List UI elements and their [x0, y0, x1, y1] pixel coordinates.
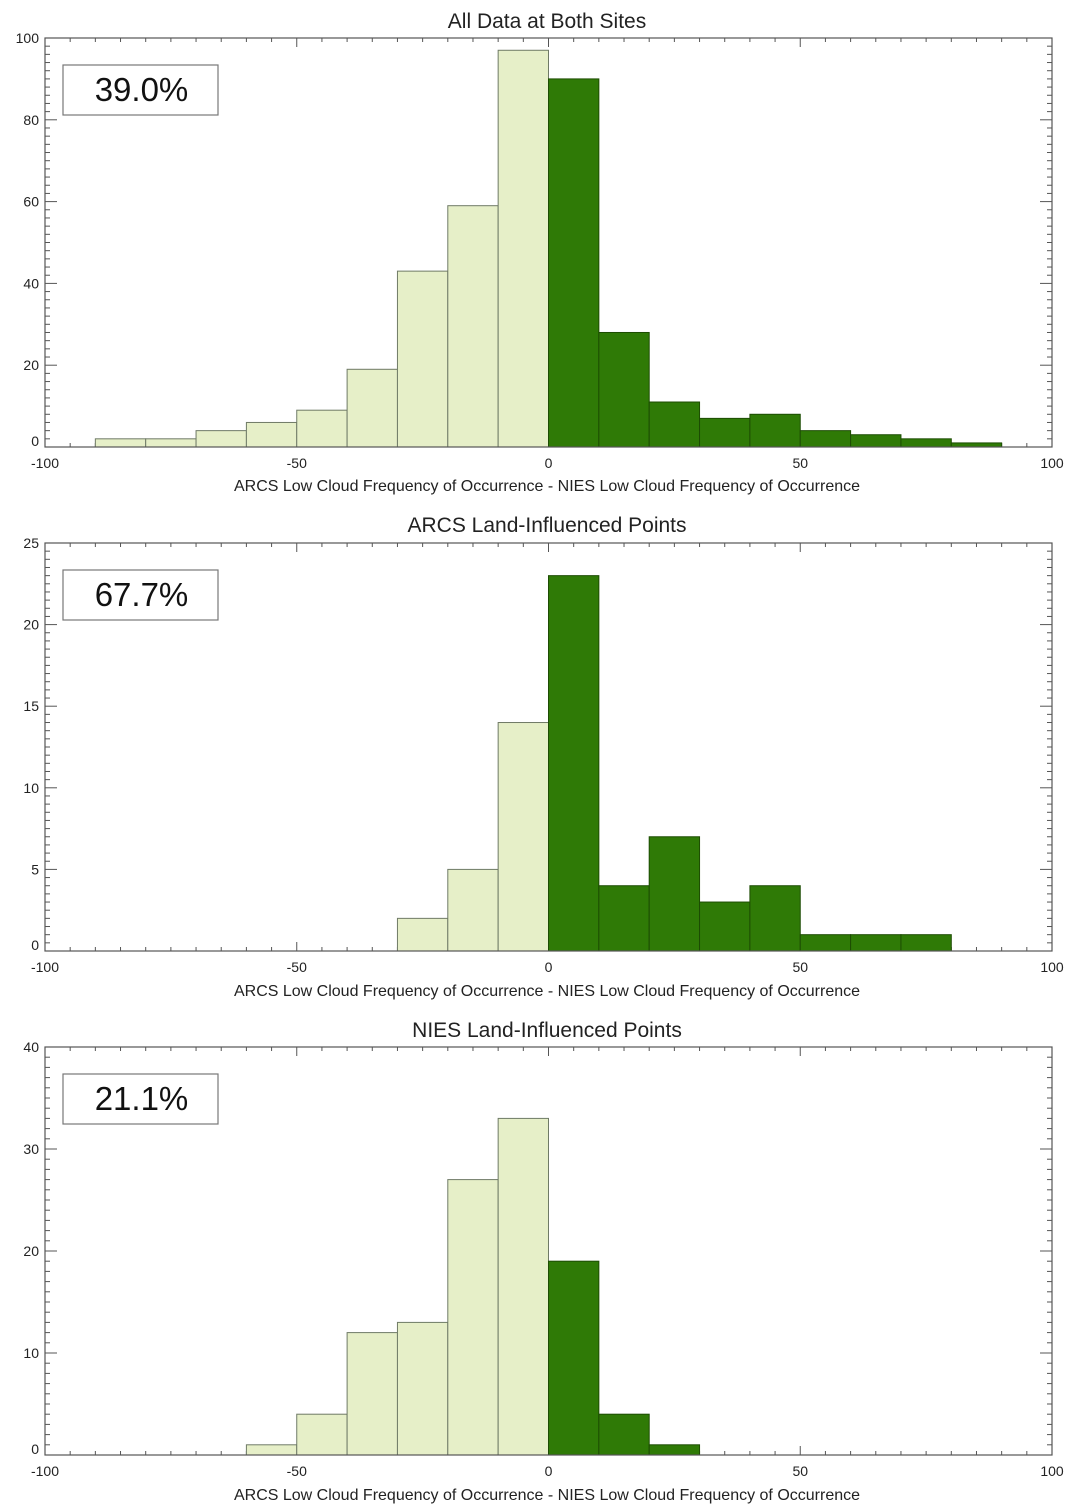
- panel-all-data: All Data at Both Sites 0 20 40 60 80 100 -100…: [16, 10, 1064, 495]
- y-tick-labels: 0 10 20 30 40: [23, 1039, 39, 1457]
- bar-negative: [396, 1321, 449, 1456]
- x-tick-label: 50: [792, 455, 808, 471]
- bar-positive: [900, 438, 952, 448]
- x-tick-label: -100: [31, 455, 59, 471]
- x-tick-label: -50: [287, 959, 307, 975]
- x-tick-label: 0: [545, 455, 553, 471]
- x-tick-labels: -100 -50 0 50 100: [31, 455, 1064, 471]
- bar-positive: [699, 417, 751, 448]
- bar-positive: [548, 575, 600, 952]
- panel-arcs-land-influenced: ARCS Land-Influenced Points 0 5 10 15 20 25 -…: [23, 514, 1063, 1000]
- chart-title: NIES Land-Influenced Points: [412, 1019, 682, 1042]
- y-tick-label: 20: [23, 1243, 39, 1259]
- y-tick-label: 10: [23, 1345, 39, 1361]
- y-tick-label: 10: [23, 780, 39, 796]
- bar-negative: [497, 49, 549, 448]
- y-tick-label: 30: [23, 1141, 39, 1157]
- bar-positive: [648, 836, 701, 952]
- y-tick-labels: 0 5 10 15 20 25: [23, 535, 39, 953]
- bar-positive: [648, 401, 701, 448]
- x-axis-label: ARCS Low Cloud Frequency of Occurrence -…: [234, 478, 860, 495]
- bar-negative: [245, 421, 298, 448]
- bar-positive: [598, 885, 650, 952]
- percentage-box: [62, 1073, 219, 1125]
- y-tick-label: 5: [31, 861, 39, 877]
- x-tick-label: 0: [545, 959, 553, 975]
- y-tick-labels: 0 20 40 60 80 100: [16, 30, 40, 449]
- chart-title: ARCS Land-Influenced Points: [408, 514, 687, 537]
- x-tick-label: 0: [545, 1463, 553, 1479]
- y-tick-label: 60: [23, 194, 39, 210]
- bar-negative: [396, 270, 449, 448]
- x-tick-label: 100: [1040, 455, 1064, 471]
- percentage-annotation: 39.0%: [95, 71, 189, 108]
- y-tick-label: 20: [23, 617, 39, 633]
- x-axis-label: ARCS Low Cloud Frequency of Occurrence -…: [234, 983, 860, 1000]
- histogram-bars: [396, 575, 952, 952]
- x-tick-label: 100: [1040, 1463, 1064, 1479]
- bar-negative: [296, 1413, 348, 1456]
- percentage-annotation: 21.1%: [95, 1080, 189, 1117]
- bar-positive: [799, 934, 852, 952]
- y-tick-label: 80: [23, 112, 39, 128]
- x-tick-label: -50: [287, 455, 307, 471]
- bar-negative: [245, 1444, 298, 1456]
- percentage-box: [62, 64, 219, 116]
- x-tick-labels: -100 -50 0 50 100: [31, 1463, 1064, 1479]
- bar-positive: [799, 430, 852, 448]
- plot-frame: [44, 1046, 1053, 1456]
- y-tick-label: 15: [23, 698, 39, 714]
- x-tick-label: -50: [287, 1463, 307, 1479]
- bar-positive: [900, 934, 952, 952]
- bar-negative: [195, 430, 247, 448]
- y-tick-label: 0: [31, 937, 39, 953]
- x-axis-label: ARCS Low Cloud Frequency of Occurrence -…: [234, 1487, 860, 1504]
- x-tick-label: 100: [1040, 959, 1064, 975]
- y-tick-label: 20: [23, 357, 39, 373]
- bar-negative: [296, 409, 348, 448]
- plot-frame: [44, 37, 1053, 448]
- bar-positive: [749, 413, 801, 448]
- bar-negative: [346, 368, 398, 448]
- histogram-bars: [245, 1117, 701, 1456]
- y-tick-label: 0: [31, 433, 39, 449]
- bar-negative: [497, 1117, 549, 1456]
- bar-negative: [447, 205, 499, 448]
- y-tick-label: 40: [23, 275, 39, 291]
- bar-positive: [699, 901, 751, 952]
- percentage-annotation: 67.7%: [95, 576, 189, 613]
- bar-positive: [598, 1413, 650, 1456]
- bar-positive: [850, 934, 902, 952]
- bar-negative: [346, 1332, 398, 1456]
- histogram-bars: [94, 49, 1003, 448]
- bar-positive: [548, 78, 600, 448]
- x-tick-label: -100: [31, 1463, 59, 1479]
- y-tick-label: 40: [23, 1039, 39, 1055]
- panel-nies-land-influenced: NIES Land-Influenced Points 0 10 20 30 40 -1…: [23, 1019, 1063, 1504]
- x-tick-label: 50: [792, 1463, 808, 1479]
- bar-negative: [497, 722, 549, 952]
- bar-positive: [548, 1260, 600, 1456]
- y-tick-label: 100: [16, 30, 40, 46]
- percentage-box: [62, 569, 219, 621]
- bar-negative: [94, 438, 147, 448]
- bar-negative: [447, 1179, 499, 1456]
- bar-positive: [950, 442, 1003, 448]
- bar-positive: [648, 1444, 701, 1456]
- chart-title: All Data at Both Sites: [448, 10, 646, 33]
- bar-negative: [145, 438, 197, 448]
- x-tick-labels: -100 -50 0 50 100: [31, 959, 1064, 975]
- bar-positive: [850, 434, 902, 448]
- x-tick-label: -100: [31, 959, 59, 975]
- y-tick-label: 0: [31, 1441, 39, 1457]
- bar-negative: [447, 868, 499, 952]
- bar-negative: [396, 917, 449, 952]
- y-tick-label: 25: [23, 535, 39, 551]
- plot-frame: [44, 542, 1053, 952]
- bar-positive: [598, 331, 650, 448]
- x-tick-label: 50: [792, 959, 808, 975]
- bar-positive: [749, 885, 801, 952]
